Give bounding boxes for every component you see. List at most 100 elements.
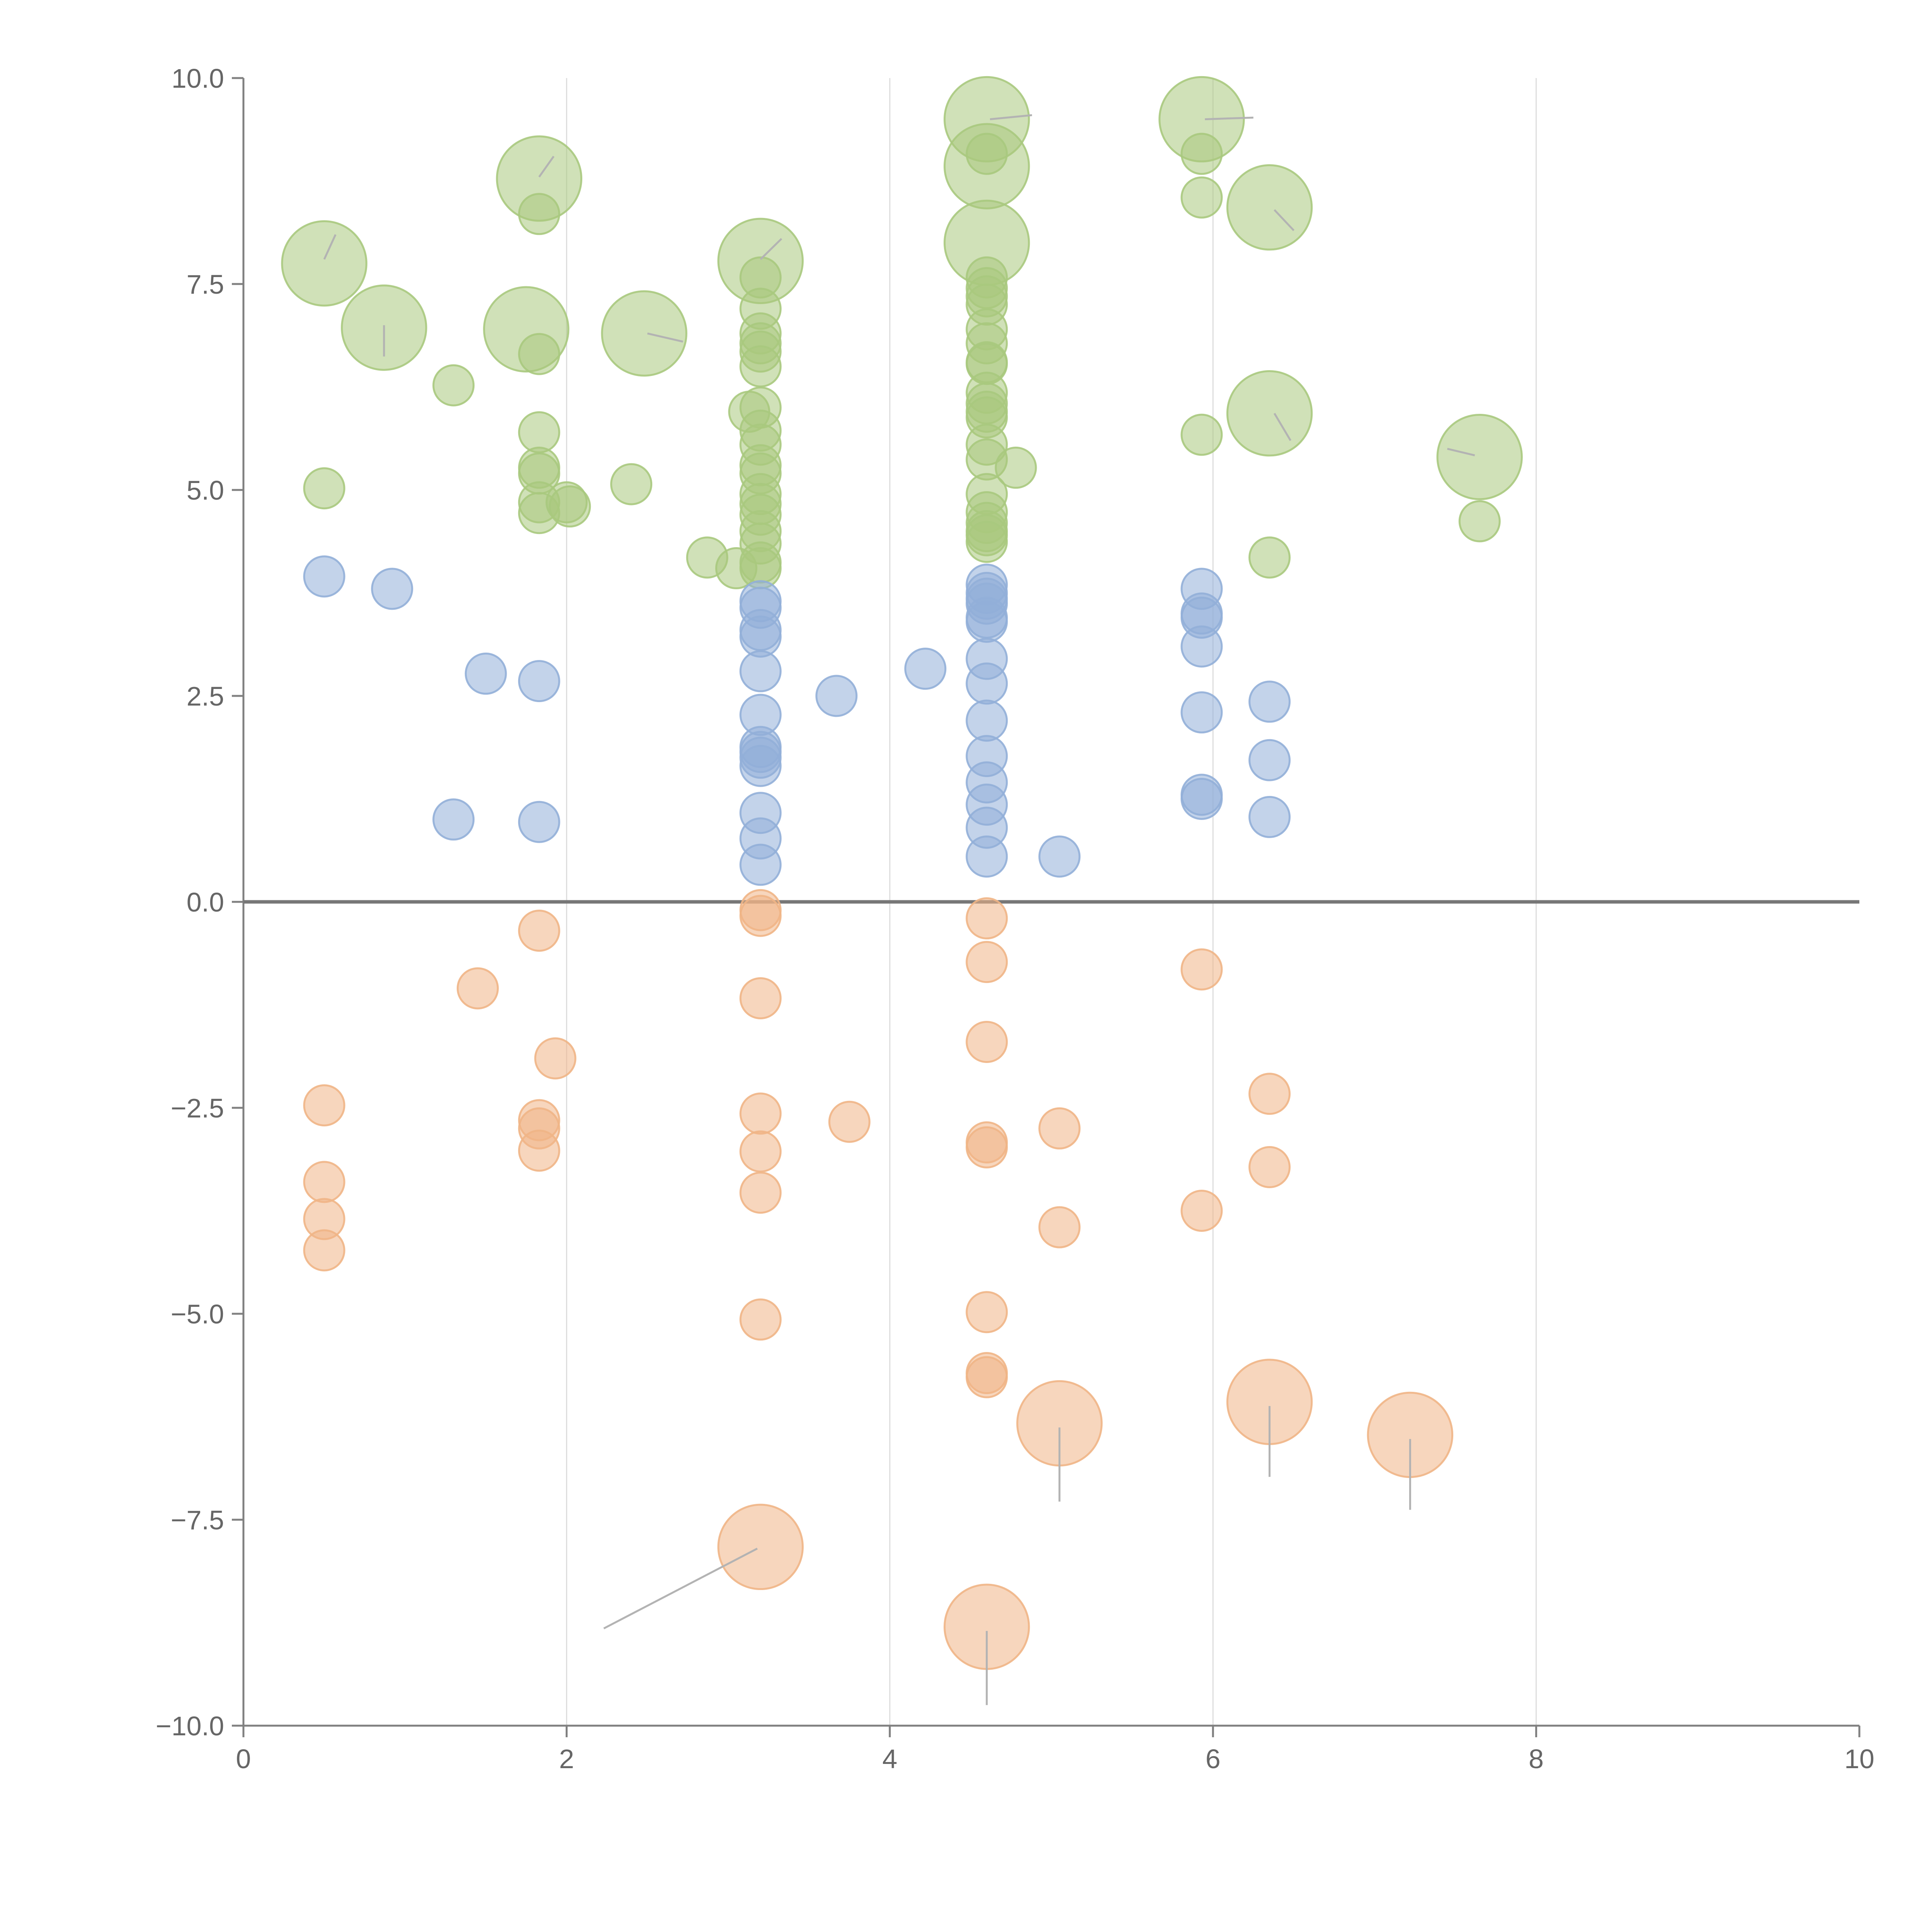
bubble-point-green xyxy=(966,520,1008,563)
bubble-point-orange xyxy=(1038,1206,1081,1248)
bubble-point-green xyxy=(1180,133,1223,175)
leader-line xyxy=(1447,447,1475,456)
bubble-point-orange xyxy=(739,1172,782,1214)
bubble-point-blue xyxy=(966,699,1008,742)
bubble-point-blue xyxy=(464,652,507,695)
bubble-point-green xyxy=(549,485,591,528)
bubble-point-orange xyxy=(739,977,782,1019)
leader-line xyxy=(603,1548,758,1629)
bubble-point-blue xyxy=(739,650,782,692)
bubble-point-orange xyxy=(303,1084,345,1127)
bubble-point-blue xyxy=(1180,691,1223,734)
bubble-point-blue xyxy=(966,835,1008,878)
bubble-point-orange xyxy=(518,910,560,952)
bubble-point-blue xyxy=(371,568,413,610)
series-green xyxy=(281,76,1523,590)
bubble-point-green xyxy=(1226,164,1313,251)
bubble-point-blue xyxy=(1248,796,1291,838)
bubble-point-green xyxy=(432,364,475,406)
tick-labels: 10.0 7.5 5.0 2.5 0.0 −2.5 −5.0 −7.5 −10.0 0 2 4 6 8 10 xyxy=(156,63,1874,1774)
bubble-series xyxy=(281,76,1523,1670)
bubble-point-orange xyxy=(739,1130,782,1173)
x-tick-label: 0 xyxy=(236,1744,251,1774)
bubble-point-blue xyxy=(432,798,475,841)
bubble-point-orange xyxy=(966,1356,1008,1398)
bubble-point-orange xyxy=(966,1126,1008,1168)
y-tick-label: −10.0 xyxy=(156,1711,224,1741)
bubble-point-green xyxy=(995,446,1037,489)
bubble-point-orange xyxy=(739,1092,782,1135)
bubble-point-orange xyxy=(456,967,499,1010)
bubble-point-blue xyxy=(739,745,782,787)
bubble-point-green xyxy=(739,345,782,388)
bubble-point-green xyxy=(1180,413,1223,456)
bubble-point-green xyxy=(610,463,653,505)
axes xyxy=(232,77,1861,1737)
bubble-point-blue xyxy=(1248,739,1291,781)
bubble-point-green xyxy=(281,220,367,307)
bubble-point-orange xyxy=(1038,1107,1081,1150)
bubble-point-orange xyxy=(1180,1190,1223,1232)
leader-lines xyxy=(323,114,1475,1705)
y-tick-label: 5.0 xyxy=(187,475,224,505)
x-tick-label: 2 xyxy=(559,1744,574,1774)
y-tick-label: 2.5 xyxy=(187,681,224,711)
bubble-point-blue xyxy=(966,662,1008,705)
bubble-point-orange xyxy=(717,1503,804,1590)
bubble-point-blue xyxy=(904,648,947,690)
series-orange xyxy=(303,889,1454,1670)
y-tick-label: −5.0 xyxy=(171,1299,224,1329)
leader-line xyxy=(538,156,554,178)
bubble-point-orange xyxy=(1248,1146,1291,1189)
bubble-point-orange xyxy=(1180,948,1223,991)
series-blue xyxy=(303,555,1291,886)
bubble-point-blue xyxy=(739,844,782,886)
bubble-point-orange xyxy=(534,1037,577,1080)
x-tick-label: 6 xyxy=(1206,1744,1221,1774)
bubble-point-green xyxy=(1458,500,1501,543)
bubble-point-orange xyxy=(966,897,1008,940)
bubble-point-blue xyxy=(1180,625,1223,668)
bubble-point-green xyxy=(601,290,687,377)
y-tick-label: 10.0 xyxy=(172,63,224,94)
bubble-point-orange xyxy=(739,895,782,937)
bubble-point-green xyxy=(518,193,560,235)
bubble-point-blue xyxy=(1038,835,1081,878)
y-tick-label: −2.5 xyxy=(171,1093,224,1123)
bubble-point-orange xyxy=(739,1298,782,1341)
bubble-point-orange xyxy=(828,1100,871,1143)
leader-line xyxy=(647,332,684,343)
bubble-point-orange xyxy=(966,941,1008,983)
y-tick-label: −7.5 xyxy=(171,1505,224,1535)
bubble-point-blue xyxy=(815,675,858,717)
bubble-point-orange xyxy=(966,1020,1008,1063)
leader-line xyxy=(323,234,337,260)
bubble-point-orange xyxy=(303,1229,345,1272)
bubble-point-green xyxy=(518,411,560,454)
leader-line xyxy=(760,238,782,260)
leader-line xyxy=(1274,209,1295,231)
x-tick-label: 10 xyxy=(1844,1744,1874,1774)
bubble-point-green xyxy=(966,133,1008,175)
bubble-point-blue xyxy=(518,801,560,843)
leader-line xyxy=(1205,116,1253,121)
x-tick-label: 4 xyxy=(882,1744,897,1774)
bubble-point-orange xyxy=(966,1291,1008,1333)
bubble-point-blue xyxy=(966,600,1008,643)
bubble-point-blue xyxy=(303,555,345,598)
bubble-point-orange xyxy=(1248,1073,1291,1115)
bubble-point-green xyxy=(1226,370,1313,457)
bubble-point-orange xyxy=(303,1161,345,1203)
bubble-point-blue xyxy=(518,660,560,702)
bubble-point-blue xyxy=(1180,778,1223,820)
bubble-point-green xyxy=(1180,176,1223,219)
y-tick-label: 0.0 xyxy=(187,887,224,917)
bubble-point-green xyxy=(518,333,560,375)
bubble-point-green xyxy=(303,467,345,510)
x-tick-label: 8 xyxy=(1529,1744,1544,1774)
leader-line xyxy=(990,114,1032,121)
leader-line xyxy=(1273,413,1292,441)
bubble-point-green xyxy=(1436,414,1523,500)
bubble-point-blue xyxy=(1248,680,1291,723)
